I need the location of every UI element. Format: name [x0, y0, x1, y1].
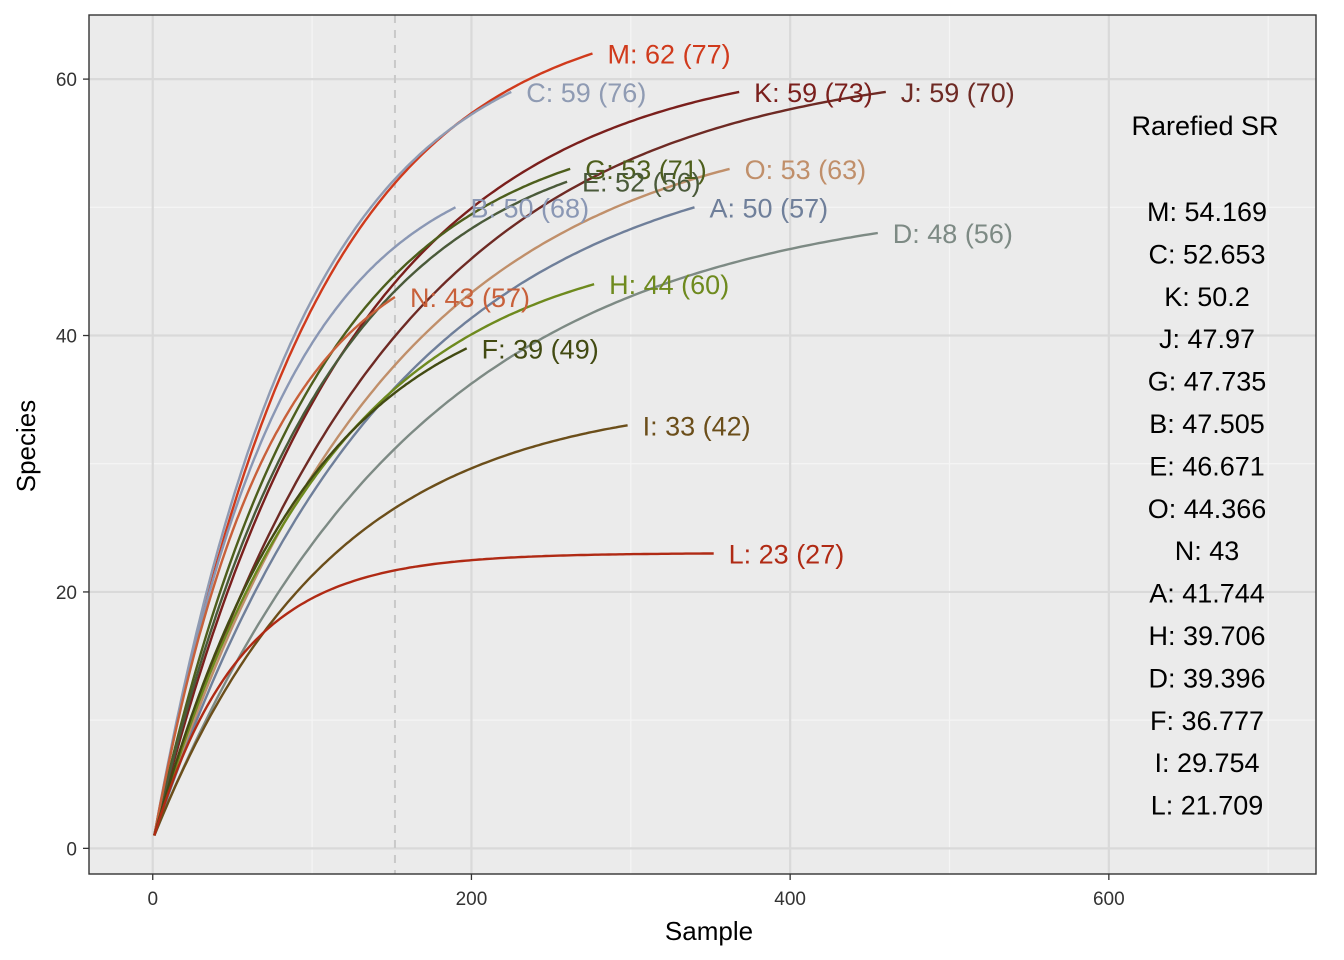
legend-entry: L: 21.709: [1151, 791, 1264, 821]
curve-label-M: M: 62 (77): [608, 39, 731, 69]
curve-K: [153, 90, 740, 836]
curve-label-L: L: 23 (27): [729, 539, 845, 569]
y-tick-label: 40: [56, 327, 77, 348]
legend-title: Rarefied SR: [1131, 111, 1278, 141]
curve-N: [153, 296, 396, 836]
legend-entry: B: 47.505: [1149, 409, 1265, 439]
curve-H: [153, 283, 595, 836]
rarefied-sr-legend: Rarefied SR M: 54.169 C: 52.653 K: 50.2 J: …: [1131, 111, 1278, 821]
legend-entry: O: 44.366: [1148, 494, 1267, 524]
y-tick-label: 20: [56, 583, 77, 604]
x-tick-label: 200: [456, 889, 488, 910]
curve-label-O: O: 53 (63): [745, 155, 867, 185]
curve-G: [153, 167, 571, 836]
curve-label-N: N: 43 (57): [410, 283, 530, 313]
curve-label-G: G: 53 (71): [585, 155, 707, 185]
y-axis-title: Species: [11, 400, 41, 493]
curve-label-D: D: 48 (56): [893, 219, 1013, 249]
curve-E: [153, 180, 568, 836]
curve-O: [153, 167, 730, 836]
plot-border: [88, 14, 1317, 875]
curve-L: [153, 552, 714, 836]
y-tick-label: 0: [66, 839, 77, 860]
curve-label-H: H: 44 (60): [609, 270, 729, 300]
curve-label-C: C: 59 (76): [526, 78, 646, 108]
legend-entry: C: 52.653: [1148, 239, 1265, 269]
legend-entry: J: 47.97: [1159, 324, 1255, 354]
curve-label-F: F: 39 (49): [482, 334, 599, 364]
x-axis: 0 200 400 600: [147, 874, 1125, 910]
curve-label-I: I: 33 (42): [643, 411, 751, 441]
legend-entry: G: 47.735: [1148, 367, 1267, 397]
x-tick-label: 600: [1093, 889, 1125, 910]
curve-A: [153, 206, 695, 836]
curve-F: [153, 347, 468, 836]
legend-entry: A: 41.744: [1149, 579, 1265, 609]
curve-labels: M: 62 (77) C: 59 (76) K: 59 (73) J: 59 (70)…: [410, 39, 1015, 569]
curve-label-B: B: 50 (68): [471, 193, 590, 223]
curve-label-J: J: 59 (70): [901, 78, 1015, 108]
x-tick-label: 400: [774, 889, 806, 910]
curve-label-E: E: 52 (56): [582, 168, 701, 198]
curve-D: [153, 231, 878, 836]
curve-C: [153, 90, 512, 836]
legend-entry: E: 46.671: [1149, 451, 1265, 481]
curve-label-K: K: 59 (73): [754, 78, 873, 108]
y-axis: 0 20 40 60: [56, 70, 89, 860]
curve-M: [153, 52, 593, 836]
curve-J: [153, 90, 886, 836]
plot-panel: [89, 15, 1316, 874]
rarefaction-curves: [153, 52, 886, 836]
curve-I: [153, 424, 628, 836]
legend-entry: N: 43: [1175, 536, 1240, 566]
legend-entry: H: 39.706: [1148, 621, 1265, 651]
x-tick-label: 0: [147, 889, 158, 910]
curve-B: [153, 206, 457, 836]
legend-entry: I: 29.754: [1154, 748, 1259, 778]
legend-entry: D: 39.396: [1148, 663, 1265, 693]
x-axis-title: Sample: [665, 916, 753, 946]
legend-entry: K: 50.2: [1164, 282, 1250, 312]
legend-entry: F: 36.777: [1150, 706, 1264, 736]
curve-label-A: A: 50 (57): [710, 193, 829, 223]
legend-entry: M: 54.169: [1147, 197, 1267, 227]
y-tick-label: 60: [56, 70, 77, 91]
